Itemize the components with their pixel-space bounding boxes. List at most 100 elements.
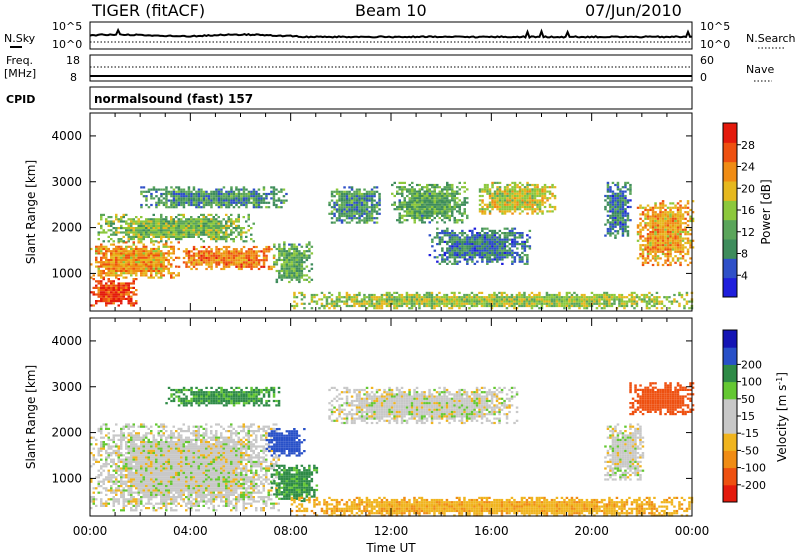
range-cell bbox=[378, 307, 381, 310]
range-cell bbox=[298, 274, 301, 277]
range-cell bbox=[666, 222, 670, 225]
range-cell bbox=[624, 203, 627, 206]
range-cell bbox=[235, 192, 238, 196]
range-cell bbox=[543, 201, 547, 204]
range-cell bbox=[501, 203, 504, 206]
range-cell bbox=[100, 250, 103, 253]
range-cell bbox=[277, 199, 281, 202]
range-cell bbox=[460, 296, 464, 299]
range-cell bbox=[227, 259, 231, 262]
range-cell bbox=[217, 238, 220, 241]
range-cell bbox=[408, 298, 411, 301]
range-cell bbox=[403, 298, 406, 301]
range-cell bbox=[641, 219, 645, 223]
range-cell bbox=[323, 296, 326, 299]
range-cell bbox=[659, 224, 662, 227]
range-cell bbox=[676, 208, 680, 212]
range-cell bbox=[543, 186, 547, 189]
range-cell bbox=[475, 296, 479, 299]
range-cell bbox=[142, 261, 145, 264]
range-cell bbox=[135, 302, 138, 305]
range-cell bbox=[624, 194, 627, 198]
range-cell bbox=[511, 262, 514, 265]
range-cell bbox=[130, 261, 133, 264]
range-cell bbox=[483, 212, 487, 215]
range-cell bbox=[370, 293, 374, 297]
range-cell bbox=[681, 215, 685, 218]
range-cell bbox=[410, 300, 414, 303]
range-cell bbox=[463, 296, 466, 299]
range-cell bbox=[451, 234, 454, 237]
range-cell bbox=[210, 201, 213, 204]
range-cell bbox=[649, 217, 652, 220]
range-cell bbox=[160, 263, 163, 266]
range-cell bbox=[288, 261, 291, 264]
range-cell bbox=[145, 195, 148, 198]
range-cell bbox=[190, 201, 193, 204]
range-cell bbox=[115, 269, 118, 273]
range-cell bbox=[618, 300, 621, 303]
range-cell bbox=[446, 181, 449, 184]
range-cell bbox=[611, 203, 615, 206]
range-cell bbox=[245, 235, 248, 238]
range-cell bbox=[441, 210, 444, 213]
range-cell bbox=[531, 205, 534, 209]
range-cell bbox=[478, 203, 482, 206]
range-cell bbox=[649, 239, 652, 242]
range-cell bbox=[553, 194, 557, 198]
range-cell bbox=[498, 251, 502, 254]
range-cell bbox=[145, 231, 148, 234]
range-cell bbox=[511, 229, 514, 232]
range-cell bbox=[135, 222, 138, 225]
range-cell bbox=[212, 197, 216, 200]
range-cell bbox=[453, 293, 456, 297]
range-cell bbox=[615, 296, 619, 299]
range-cell bbox=[250, 201, 253, 204]
range-cell bbox=[293, 250, 296, 253]
range-cell bbox=[471, 232, 474, 235]
range-cell bbox=[506, 254, 509, 257]
range-cell bbox=[491, 260, 494, 263]
range-cell bbox=[190, 261, 193, 264]
range-cell bbox=[105, 258, 108, 262]
range-cell bbox=[666, 206, 670, 209]
range-cell bbox=[242, 197, 246, 200]
range-cell bbox=[212, 259, 216, 262]
range-cell bbox=[671, 259, 675, 262]
range-cell bbox=[252, 188, 256, 191]
range-cell bbox=[162, 254, 165, 257]
range-cell bbox=[187, 197, 191, 200]
range-cell bbox=[165, 218, 168, 221]
range-cell bbox=[338, 210, 341, 213]
range-cell bbox=[187, 233, 190, 236]
range-cell bbox=[521, 245, 524, 248]
range-cell bbox=[418, 190, 421, 193]
range-cell bbox=[155, 252, 158, 255]
range-cell bbox=[503, 194, 507, 198]
range-cell bbox=[598, 296, 601, 299]
range-cell bbox=[92, 286, 95, 289]
range-cell bbox=[132, 302, 135, 305]
range-cell bbox=[614, 205, 617, 209]
range-cell bbox=[335, 300, 339, 303]
range-cell bbox=[197, 220, 200, 223]
range-cell bbox=[220, 199, 223, 202]
range-cell bbox=[122, 254, 125, 257]
range-cell bbox=[413, 300, 416, 303]
range-cell bbox=[644, 222, 647, 225]
range-cell bbox=[398, 199, 401, 202]
range-cell bbox=[408, 302, 411, 305]
range-cell bbox=[393, 291, 396, 294]
range-cell bbox=[323, 307, 326, 310]
range-cell bbox=[132, 243, 135, 246]
range-cell bbox=[496, 251, 499, 254]
range-cell bbox=[165, 258, 168, 262]
range-cell bbox=[358, 208, 361, 211]
range-cell bbox=[250, 197, 253, 200]
range-cell bbox=[105, 300, 108, 303]
range-cell bbox=[679, 252, 682, 256]
range-cell bbox=[393, 302, 396, 305]
range-cell bbox=[212, 216, 215, 219]
range-cell bbox=[619, 199, 622, 202]
range-cell bbox=[150, 261, 153, 264]
